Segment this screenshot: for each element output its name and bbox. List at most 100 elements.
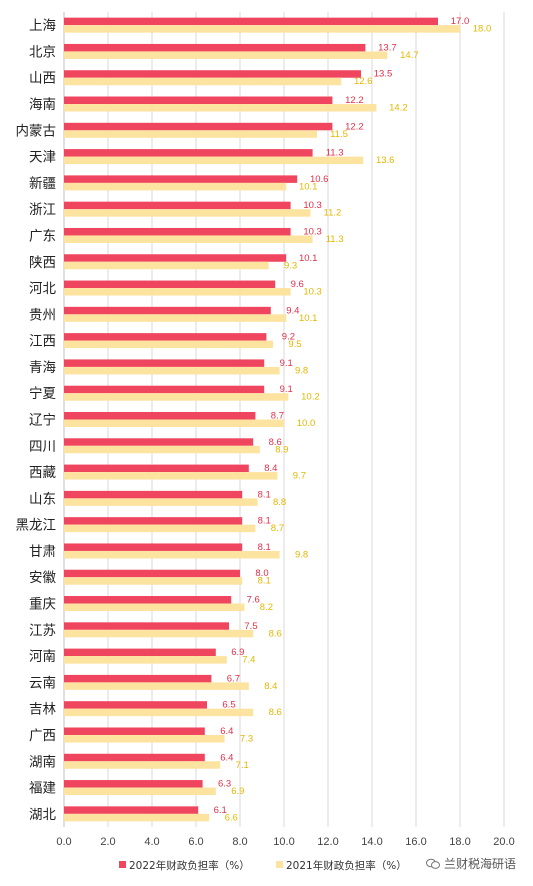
category-label: 青海 (29, 360, 56, 376)
x-tick-label: 20.0 (493, 836, 514, 848)
x-tick-label: 4.0 (144, 836, 159, 848)
bar-2022 (64, 359, 265, 367)
value-label-2022: 9.1 (280, 358, 293, 369)
bar-2022 (64, 96, 333, 105)
bar-2022 (64, 201, 291, 210)
bar-2021 (64, 261, 269, 270)
bar-2022 (64, 648, 216, 657)
value-label-2021: 9.8 (295, 365, 308, 376)
value-label-2022: 6.7 (227, 673, 240, 684)
bar-2022 (64, 227, 291, 236)
bar-2022 (64, 280, 276, 289)
value-label-2022: 6.4 (220, 752, 233, 763)
value-label-2021: 8.7 (271, 523, 284, 534)
value-label-2022: 6.5 (222, 700, 235, 711)
bar-2022 (64, 543, 243, 551)
value-label-2021: 11.2 (324, 208, 342, 219)
category-label: 贵州 (29, 307, 56, 323)
value-label-2022: 10.3 (303, 200, 322, 211)
value-label-2021: 14.2 (389, 103, 408, 114)
bar-2022 (64, 385, 265, 394)
category-label: 吉林 (29, 702, 56, 718)
category-label: 山西 (29, 71, 56, 87)
value-label-2021: 8.6 (269, 707, 282, 718)
bar-2021 (64, 498, 258, 506)
category-label: 云南 (29, 675, 56, 691)
bar-2021 (64, 393, 289, 401)
x-tick-label: 14.0 (361, 836, 382, 848)
bar-2021 (64, 629, 254, 638)
value-label-2021: 7.3 (240, 733, 253, 744)
bars (64, 17, 460, 822)
bar-2022 (64, 17, 438, 26)
value-label-2022: 10.6 (310, 174, 329, 185)
bar-2022 (64, 806, 199, 814)
bar-2022 (64, 149, 313, 157)
bar-2021 (64, 550, 280, 559)
value-label-2022: 13.7 (378, 42, 397, 53)
value-label-2021: 11.5 (330, 129, 348, 140)
category-label: 浙江 (29, 202, 56, 218)
category-label: 河北 (29, 281, 56, 297)
legend: 2022年财政负担率（%） 2021年财政负担率（%） (119, 859, 407, 872)
category-label: 海南 (29, 97, 56, 113)
value-label-2021: 10.2 (301, 392, 320, 403)
value-label-2022: 11.3 (326, 148, 344, 159)
value-label-2022: 6.3 (218, 779, 231, 790)
category-label: 福建 (29, 781, 56, 797)
category-label: 安徽 (29, 570, 56, 586)
bar-2021 (64, 104, 377, 112)
bar-2022 (64, 622, 229, 630)
value-label-2021: 13.6 (376, 155, 395, 166)
bar-2021 (64, 656, 227, 664)
bar-2021 (64, 682, 249, 690)
value-label-2022: 12.2 (345, 121, 364, 132)
bar-2022 (64, 517, 243, 525)
category-label: 河南 (29, 649, 56, 665)
bar-2021 (64, 235, 313, 243)
category-label: 黑龙江 (16, 518, 57, 534)
value-label-2021: 8.2 (260, 602, 273, 613)
category-label: 西藏 (29, 465, 56, 481)
category-label: 甘肃 (29, 544, 56, 560)
bar-2022 (64, 596, 232, 604)
bar-2021 (64, 708, 254, 717)
category-label: 上海 (29, 18, 56, 34)
value-label-2021: 11.3 (326, 234, 344, 245)
legend-swatch-2022 (119, 861, 126, 868)
value-label-2022: 17.0 (451, 16, 470, 27)
bar-2022 (64, 412, 256, 420)
value-label-2021: 7.1 (236, 760, 249, 771)
category-label: 湖北 (29, 807, 56, 823)
category-label: 江西 (29, 334, 56, 350)
value-label-2021: 8.6 (269, 628, 282, 639)
legend-label-2021: 2021年财政负担率（%） (286, 859, 407, 872)
value-label-2022: 7.5 (244, 621, 257, 632)
bar-2021 (64, 366, 280, 375)
bar-2021 (64, 51, 388, 59)
category-label: 北京 (29, 44, 56, 60)
category-label: 陕西 (29, 255, 56, 271)
bar-2022 (64, 438, 254, 446)
watermark-text: 兰财税海研语 (444, 857, 517, 871)
bar-2022 (64, 254, 287, 262)
value-label-2022: 8.1 (258, 489, 271, 500)
bar-2021 (64, 787, 216, 796)
value-label-2021: 8.9 (275, 444, 288, 455)
bar-2022 (64, 780, 203, 788)
value-label-2021: 8.4 (264, 681, 277, 692)
value-label-2021: 12.6 (354, 76, 373, 87)
bar-2021 (64, 156, 364, 165)
bar-2022 (64, 70, 361, 78)
bar-2021 (64, 25, 460, 33)
value-label-2021: 9.3 (284, 260, 297, 271)
value-label-2022: 6.9 (231, 647, 244, 658)
bar-2022 (64, 464, 249, 473)
category-label: 广西 (29, 728, 56, 744)
value-label-2022: 8.6 (269, 437, 282, 448)
bar-2021 (64, 77, 342, 86)
value-label-2022: 10.3 (303, 226, 322, 237)
value-label-2022: 8.1 (258, 516, 271, 527)
category-label: 辽宁 (29, 412, 56, 429)
